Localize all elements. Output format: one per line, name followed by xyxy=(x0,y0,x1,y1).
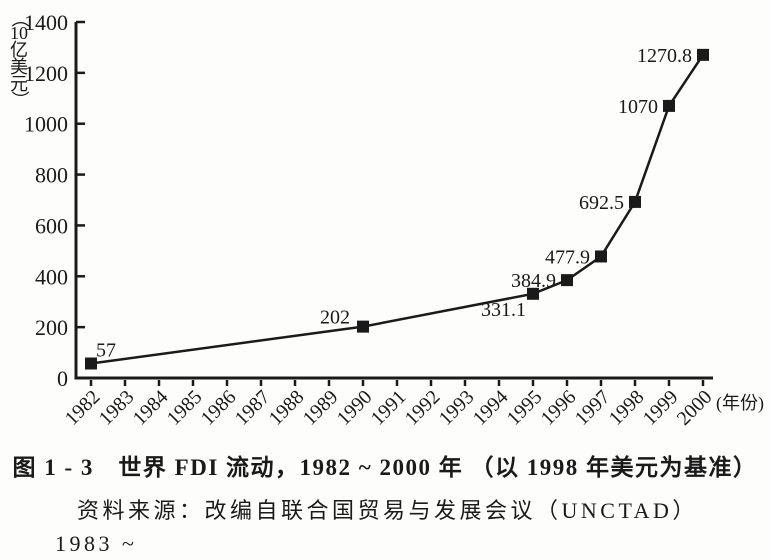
y-unit-text: 亿 xyxy=(10,40,28,60)
x-tick-label: 1982 xyxy=(61,386,105,430)
data-point-label: 384.9 xyxy=(511,270,556,292)
x-tick-label: 1997 xyxy=(571,386,615,430)
y-unit-text: 元 xyxy=(10,74,28,94)
y-tick-label: 400 xyxy=(35,264,68,289)
x-tick-label: 1996 xyxy=(537,386,581,430)
y-tick-label: 800 xyxy=(35,163,68,188)
data-point-label: 57 xyxy=(96,340,116,362)
data-point-label: 1270.8 xyxy=(637,45,692,67)
data-point-marker xyxy=(85,357,97,370)
data-point-marker xyxy=(629,195,641,208)
x-tick-label: 1987 xyxy=(231,386,275,430)
y-unit-close-paren: ） xyxy=(9,90,30,109)
x-tick-label: 1989 xyxy=(299,386,343,430)
fdi-line-chart: 0 200 400 600 800 1000 1200 1400 1982 1983 1984 198… xyxy=(5,9,765,430)
data-point-marker xyxy=(357,320,369,333)
fdi-line xyxy=(90,54,705,365)
data-point-marker xyxy=(663,99,675,112)
x-tick-label: 1995 xyxy=(503,386,547,430)
data-point-label: 477.9 xyxy=(545,246,590,268)
y-tick-label: 200 xyxy=(35,315,68,340)
x-tick-label: 1991 xyxy=(367,386,411,430)
source-note: 资料来源：改编自联合国贸易与发展会议（UNCTAD）1983 ~ 2001，《世… xyxy=(55,494,735,560)
x-tick-label: 1985 xyxy=(163,386,207,430)
data-point-label: 692.5 xyxy=(579,192,624,214)
y-tick-label: 0 xyxy=(57,366,68,391)
y-unit-open-paren: （ xyxy=(9,9,30,28)
x-tick-label: 1992 xyxy=(401,386,445,430)
x-tick-label: 1993 xyxy=(435,386,479,430)
data-point-label: 202 xyxy=(320,307,350,329)
y-axis-unit-label: （ 10 亿 美 元 ） xyxy=(5,9,33,109)
y-unit-text: 美 xyxy=(10,57,28,77)
y-tick-label: 600 xyxy=(35,213,68,238)
x-tick-label: 1984 xyxy=(129,386,173,430)
y-tick-label: 1200 xyxy=(24,61,68,86)
figure-caption: 图 1 - 3 世界 FDI 流动，1982 ~ 2000 年 （以 1998 … xyxy=(12,455,758,480)
x-tick-label: 1998 xyxy=(605,386,649,430)
x-tick-label: 1986 xyxy=(197,386,241,430)
y-tick-label: 1400 xyxy=(24,10,68,35)
data-point-marker xyxy=(527,287,539,300)
data-point-label: 331.1 xyxy=(481,299,526,321)
data-point-marker xyxy=(595,250,607,263)
x-tick-label: 1999 xyxy=(639,386,683,430)
x-axis-unit-label: (年份) xyxy=(716,393,764,414)
y-tick-label: 1000 xyxy=(24,112,68,137)
data-point-marker xyxy=(697,48,709,61)
x-tick-label: 1990 xyxy=(333,386,377,430)
x-tick-label: 2000 xyxy=(673,386,717,430)
chart-canvas: 0200400600800100012001400198219831984198… xyxy=(24,10,764,430)
y-unit-text: 10 xyxy=(10,23,28,43)
x-tick-label: 1994 xyxy=(469,386,513,430)
source-line-1: 资料来源：改编自联合国贸易与发展会议（UNCTAD）1983 ~ xyxy=(55,494,735,560)
source-line-1-text: 资料来源：改编自联合国贸易与发展会议（UNCTAD）1983 ~ xyxy=(55,498,698,556)
data-point-label: 1070 xyxy=(618,96,658,118)
data-point-marker xyxy=(561,274,573,287)
x-tick-label: 1983 xyxy=(95,386,139,430)
x-tick-label: 1988 xyxy=(265,386,309,430)
